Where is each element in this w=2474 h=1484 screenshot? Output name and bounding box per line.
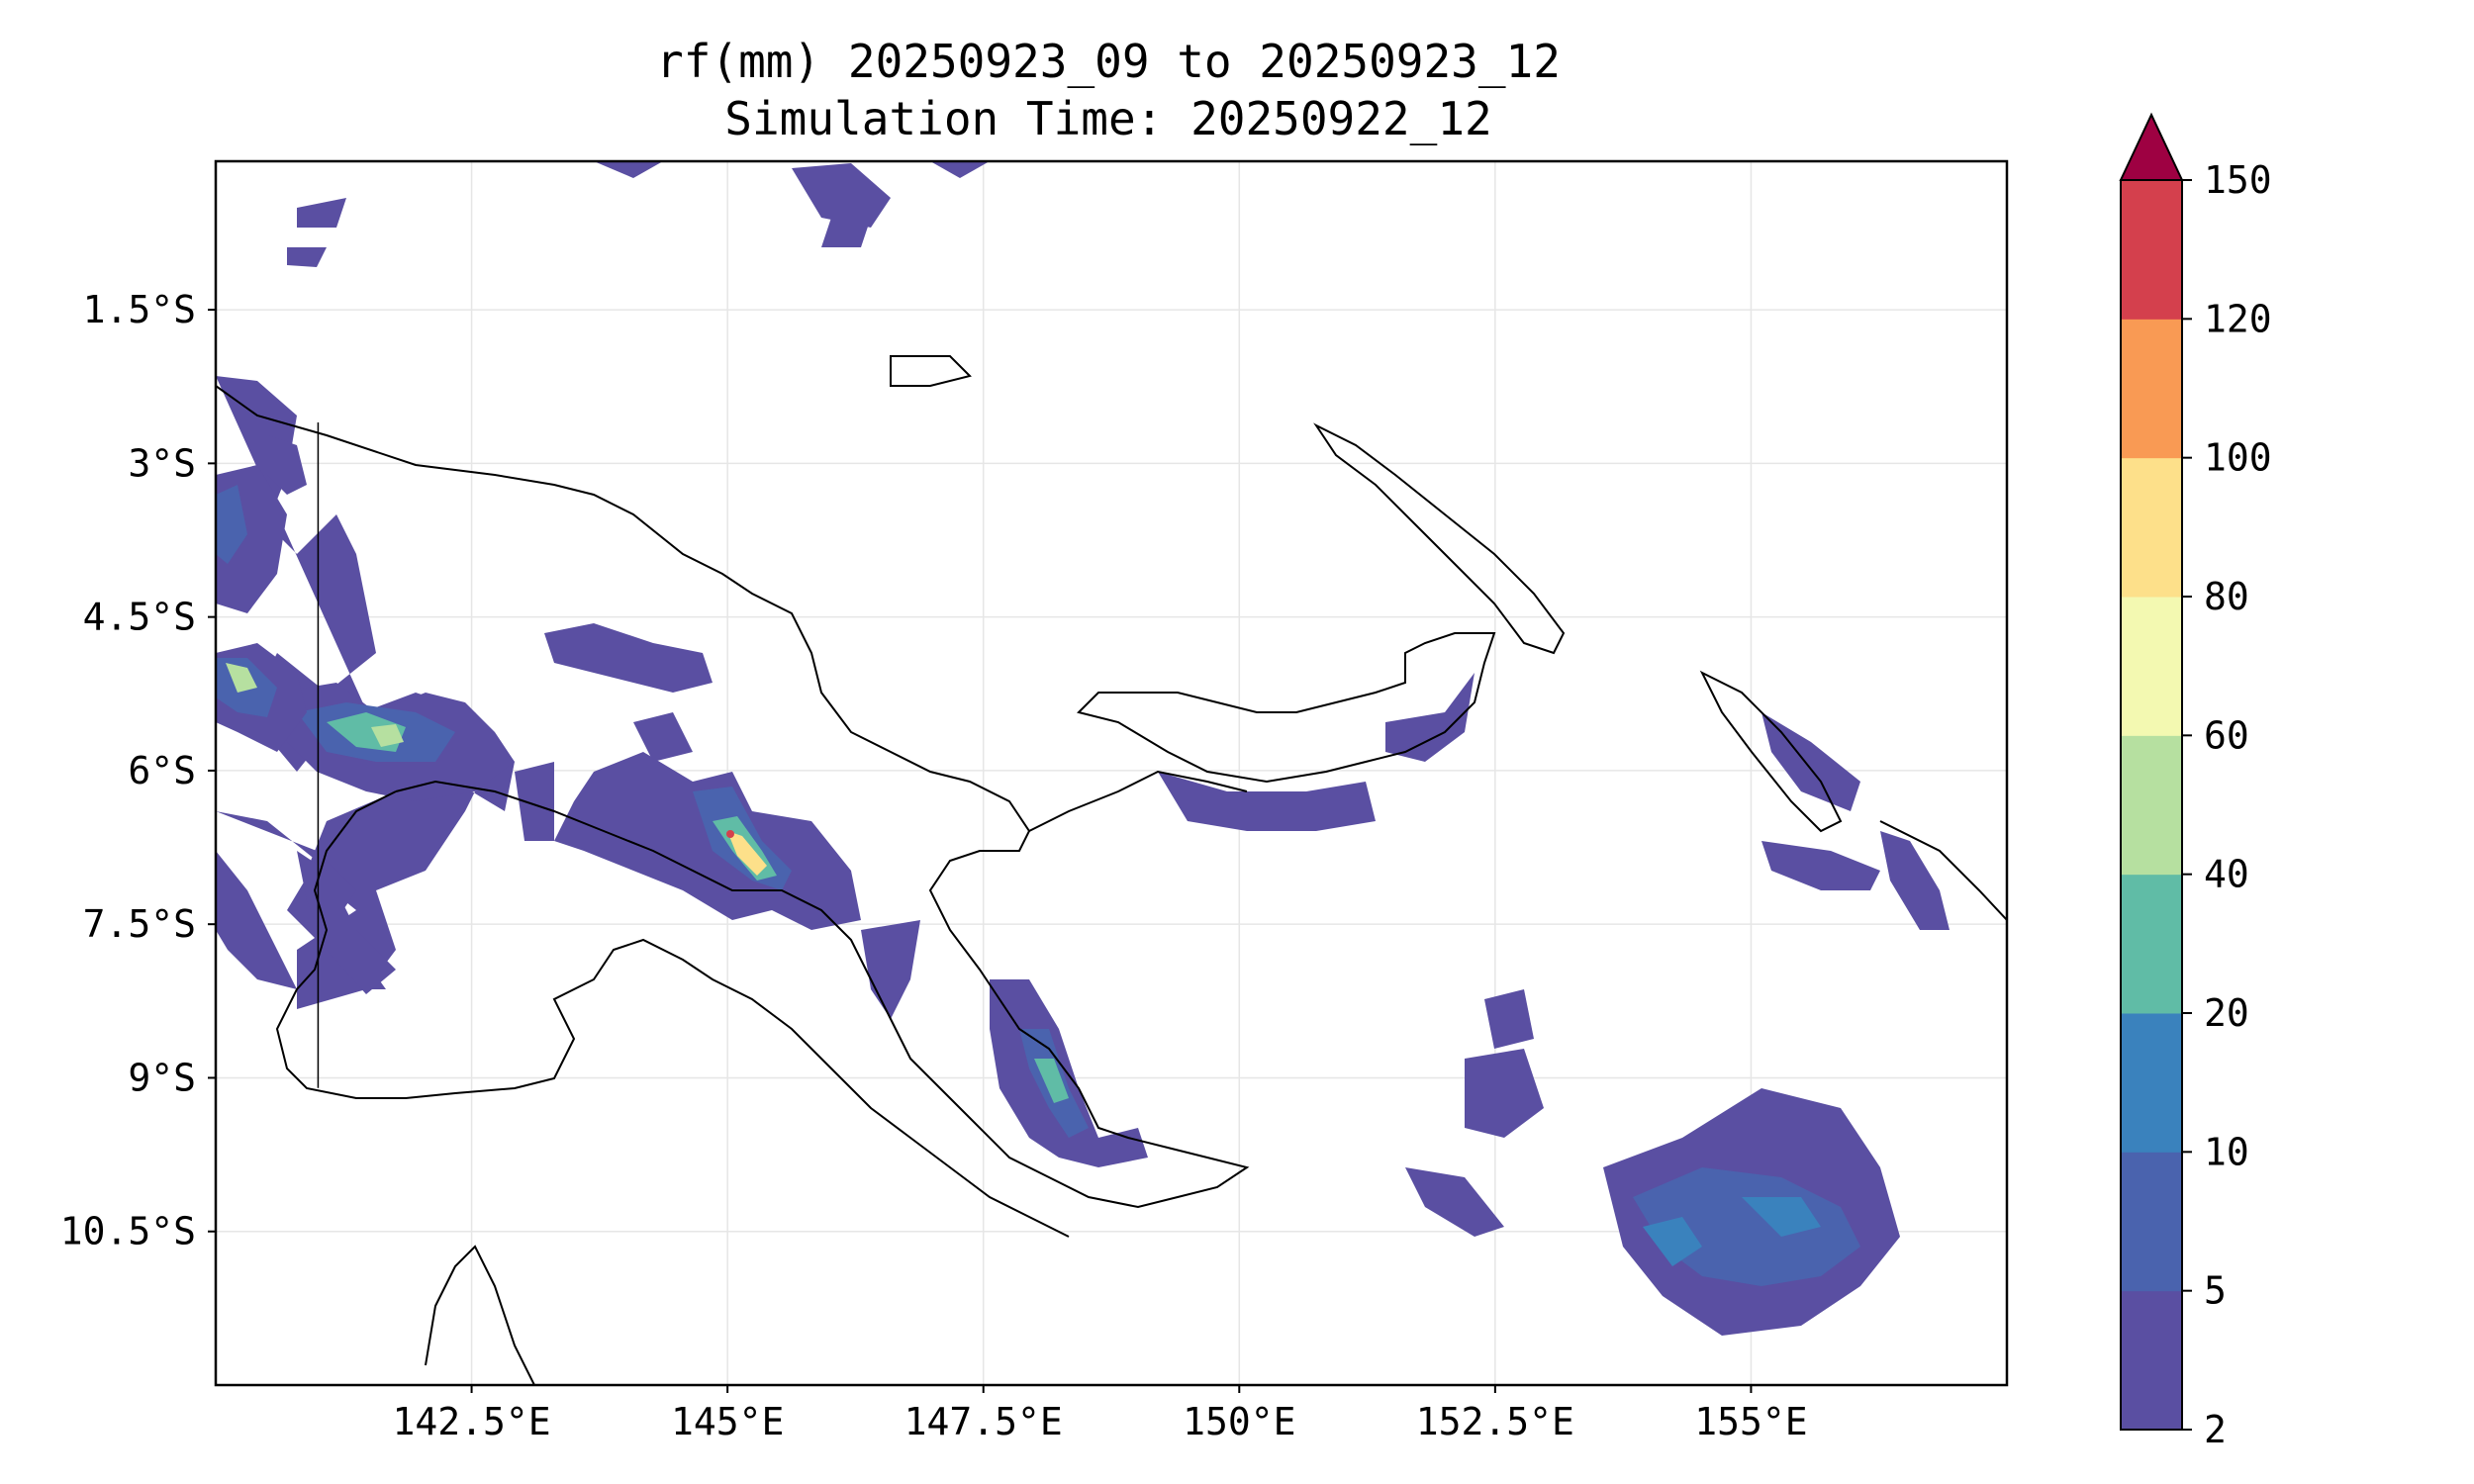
coast-manus [890,355,972,387]
rain-area [554,752,861,930]
lon-tick-label: 155°E [1694,1400,1807,1443]
colorbar-label: 80 [2204,575,2249,618]
coast-new-britain [1077,632,1496,784]
colorbar-segment [2121,597,2182,736]
coast-solomons [1879,820,2007,921]
rain-area [1465,1049,1544,1138]
colorbar-segment [2121,180,2182,320]
colorbar-segment [2121,1290,2182,1431]
colorbar-segment [2121,874,2182,1014]
colorbar-label: 60 [2204,713,2249,757]
lon-tick-label: 142.5°E [392,1400,550,1443]
lat-tick-label: 4.5°S [83,596,196,639]
coast-new-ireland [1313,422,1566,655]
latitude-axis: 1.5°S 3°S 4.5°S 6°S 7.5°S 9°S 10.5°S [60,288,216,1253]
lon-tick-label: 147.5°E [904,1400,1063,1443]
rain-area [633,712,693,762]
colorbar-segment [2121,1152,2182,1292]
rain-area [1484,989,1534,1049]
lat-tick-label: 3°S [128,441,196,485]
rain-area [1742,1197,1821,1237]
rain-area [594,161,663,178]
colorbar-label: 40 [2204,853,2249,896]
rain-area [297,198,346,228]
rain-area [216,851,297,989]
rain-area [861,920,920,1019]
rain-max-spot [726,830,734,838]
colorbar-segment [2121,319,2182,459]
coast-australia [425,1245,535,1385]
rain-area [544,623,713,693]
lat-tick-label: 6°S [128,749,196,792]
coast-new-guinea-south [275,790,1070,1238]
figure-title: rf(mm) 20250923_09 to 20250923_12 [656,35,1561,88]
colorbar: 2 5 10 20 40 60 80 100 120 150 [2119,112,2272,1451]
lat-tick-label: 7.5°S [83,902,196,946]
coast-new-guinea-north [216,385,1250,1209]
rain-area [216,485,247,564]
colorbar-label: 150 [2204,158,2272,202]
rain-area [1405,1167,1504,1237]
colorbar-extend-max [2119,112,2184,181]
colorbar-segment [2121,457,2182,598]
colorbar-label: 120 [2204,297,2272,340]
rain-area [727,831,767,876]
rain-area [1643,1217,1702,1266]
colorbar-label: 2 [2204,1408,2227,1451]
rain-area [515,762,554,841]
rain-area [297,851,396,994]
lon-tick-label: 145°E [671,1400,784,1443]
rain-area [226,663,257,693]
rain-area [930,161,990,178]
colorbar-frame [2120,179,2183,1431]
precipitation-layer [216,161,1950,1336]
longitude-axis: 142.5°E 145°E 147.5°E 150°E 152.5°E 155°E [392,1385,1808,1443]
rain-area [1158,772,1376,831]
rain-area [1633,1167,1860,1286]
rain-area [821,218,871,247]
lat-tick-label: 10.5°S [60,1210,196,1253]
colorbar-label: 100 [2204,436,2272,480]
lat-tick-label: 9°S [128,1056,196,1099]
colorbar-segment [2121,735,2182,876]
rain-area [287,247,327,267]
rain-area [1761,841,1880,890]
lat-tick-label: 1.5°S [83,288,196,331]
coast-bougainville [1699,670,1843,833]
coastlines [216,355,2007,1385]
colorbar-segment [2121,1013,2182,1153]
lon-tick-label: 152.5°E [1416,1400,1574,1443]
rain-area [267,435,307,495]
map-frame [214,159,2009,1387]
rain-area [1385,673,1475,762]
map-gridlines [216,161,2007,1385]
rain-area [1034,1059,1069,1103]
colorbar-label: 5 [2204,1269,2227,1313]
rain-area [371,724,404,747]
figure-subtitle: Simulation Time: 20250922_12 [724,92,1492,145]
rain-area [792,163,891,228]
rain-area [1880,831,1950,930]
coast-huon [1028,770,1248,832]
colorbar-label: 20 [2204,991,2249,1035]
colorbar-label: 10 [2204,1130,2249,1173]
lon-tick-label: 150°E [1183,1400,1295,1443]
